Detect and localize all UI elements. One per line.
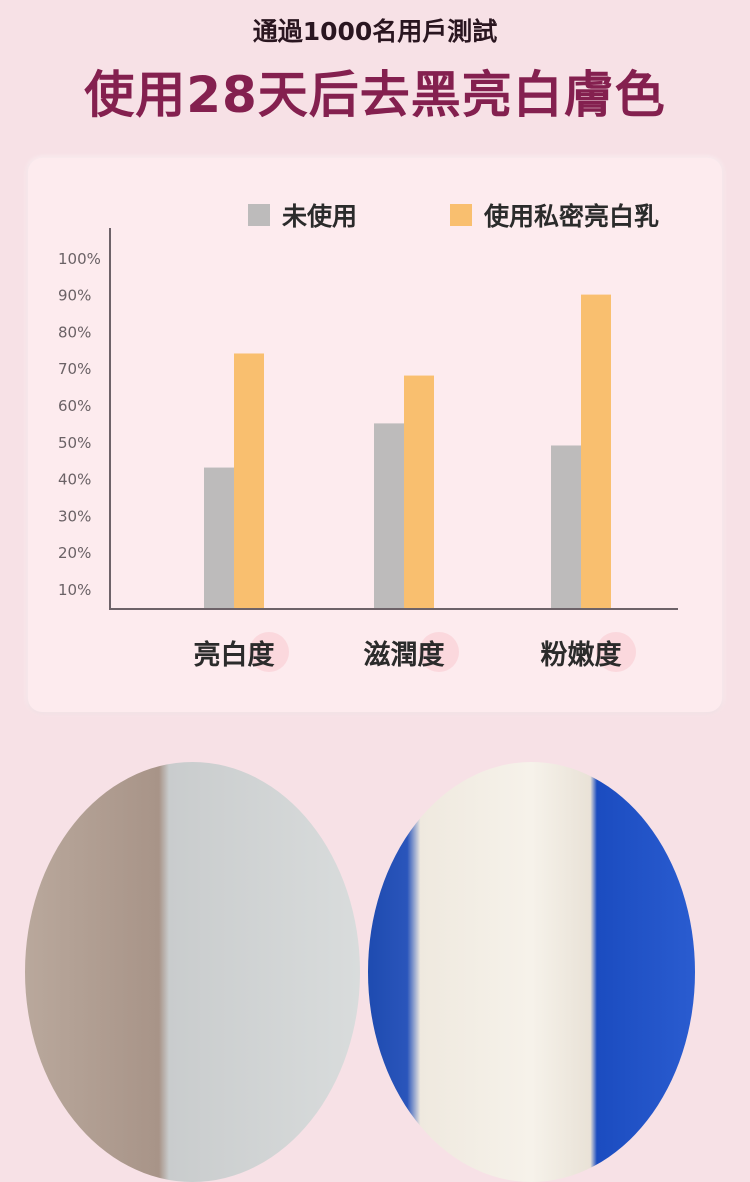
- x-category-label: 亮白度: [194, 639, 275, 671]
- x-category-label: 滋潤度: [364, 639, 445, 671]
- legend-swatch: [450, 204, 472, 226]
- y-tick-label: 100%: [58, 250, 101, 268]
- legend-label: 使用私密亮白乳: [484, 202, 660, 231]
- bar-used: [581, 294, 611, 609]
- y-tick-label: 70%: [58, 360, 91, 378]
- label-decoration: [419, 632, 459, 672]
- label-decoration: [596, 632, 636, 672]
- y-tick-label: 10%: [58, 581, 91, 599]
- y-tick-label: 80%: [58, 323, 91, 341]
- y-tick-label: 60%: [58, 397, 91, 415]
- page-title: 使用28天后去黑亮白膚色: [84, 66, 666, 124]
- bar-unused: [204, 467, 234, 609]
- before-photo: [25, 762, 360, 1182]
- y-tick-label: 50%: [58, 434, 91, 452]
- bar-unused: [551, 445, 581, 609]
- y-tick-label: 90%: [58, 287, 91, 305]
- bar-used: [234, 353, 264, 609]
- y-tick-label: 30%: [58, 507, 91, 525]
- legend-item-used: 使用私密亮白乳: [450, 197, 659, 233]
- x-category-label: 粉嫩度: [541, 639, 622, 671]
- bar-used: [404, 375, 434, 609]
- bar-unused: [374, 423, 404, 609]
- legend-item-unused: 未使用: [248, 197, 357, 233]
- y-tick-label: 20%: [58, 544, 91, 562]
- bar-chart: 10% 20% 30% 40% 50% 60% 70% 80% 90% 100% 亮白度 滋潤度 粉嫩度: [58, 228, 678, 672]
- legend-swatch: [248, 204, 270, 226]
- legend-label: 未使用: [282, 202, 358, 231]
- after-photo: [368, 762, 695, 1182]
- subtitle: 通過1000名用戶測試: [252, 17, 498, 46]
- label-decoration: [249, 632, 289, 672]
- y-tick-label: 40%: [58, 471, 91, 489]
